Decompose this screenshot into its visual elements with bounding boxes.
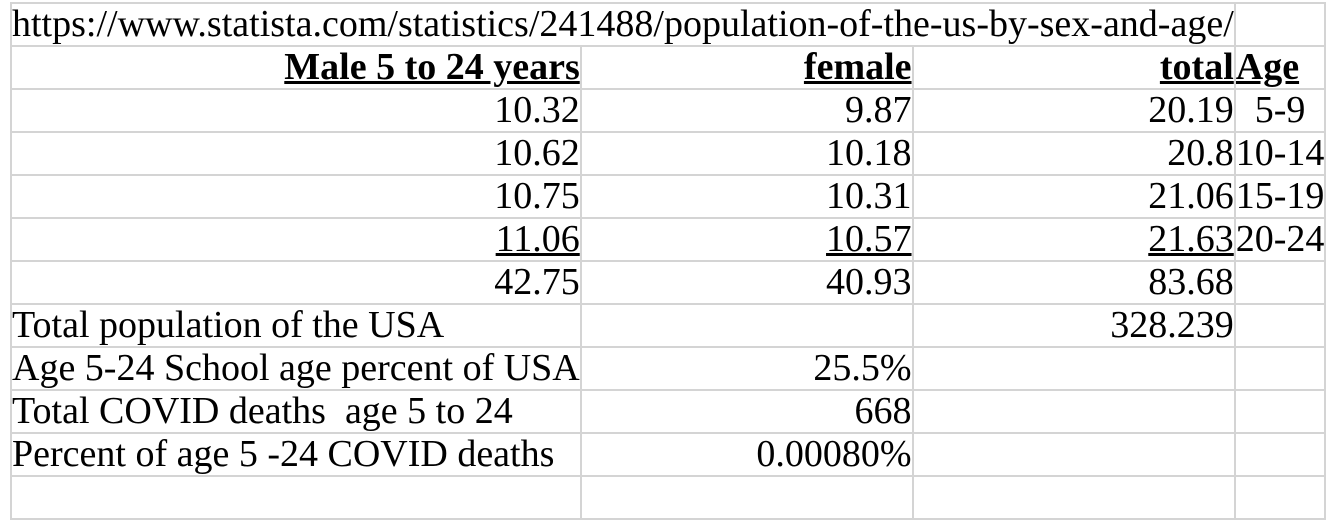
cell-age-5-9[interactable]: 5-9	[1233, 88, 1326, 133]
label-covid-death-percent[interactable]: Percent of age 5 -24 COVID deaths	[10, 432, 582, 477]
cell-summary-total-3[interactable]	[911, 432, 1236, 477]
value-covid-death-percent[interactable]: 0.00080%	[579, 432, 914, 477]
header-female[interactable]: female	[579, 45, 914, 90]
empty-cell[interactable]	[1233, 303, 1326, 348]
table-row-headers: Male 5 to 24 years female total Age	[10, 45, 1326, 90]
label-covid-deaths[interactable]: Total COVID deaths age 5 to 24	[10, 389, 582, 434]
empty-cell[interactable]	[1233, 260, 1326, 305]
cell-male-15-19[interactable]: 10.75	[10, 174, 582, 219]
header-male[interactable]: Male 5 to 24 years	[10, 45, 582, 90]
cell-total-sum[interactable]: 83.68	[911, 260, 1236, 305]
value-covid-deaths[interactable]: 668	[579, 389, 914, 434]
value-total-population[interactable]: 328.239	[911, 303, 1236, 348]
spreadsheet: https://www.statista.com/statistics/2414…	[10, 2, 1326, 520]
table-row-sums: 42.75 40.93 83.68	[10, 260, 1326, 305]
cell-age-20-24[interactable]: 20-24	[1233, 217, 1326, 262]
cell-age-10-14[interactable]: 10-14	[1233, 131, 1326, 176]
empty-cell[interactable]	[1233, 432, 1326, 477]
cell-female-15-19[interactable]: 10.31	[579, 174, 914, 219]
empty-cell[interactable]	[1233, 475, 1326, 520]
empty-cell[interactable]	[1233, 346, 1326, 391]
cell-summary-total-1[interactable]	[911, 346, 1236, 391]
table-row-empty	[10, 475, 1326, 520]
cell-male-sum[interactable]: 42.75	[10, 260, 582, 305]
cell-male-5-9[interactable]: 10.32	[10, 88, 582, 133]
table-row-url: https://www.statista.com/statistics/2414…	[10, 2, 1326, 47]
cell-female-20-24[interactable]: 10.57	[579, 217, 914, 262]
table-row-summary: Age 5-24 School age percent of USA 25.5%	[10, 346, 1326, 391]
table-row-summary: Total population of the USA 328.239	[10, 303, 1326, 348]
cell-total-10-14[interactable]: 20.8	[911, 131, 1236, 176]
empty-cell[interactable]	[10, 475, 582, 520]
cell-age-15-19[interactable]: 15-19	[1233, 174, 1326, 219]
table-row: 11.06 10.57 21.63 20-24	[10, 217, 1326, 262]
url-cell[interactable]: https://www.statista.com/statistics/2414…	[10, 2, 1236, 47]
header-total[interactable]: total	[911, 45, 1236, 90]
header-age[interactable]: Age	[1233, 45, 1326, 90]
cell-total-15-19[interactable]: 21.06	[911, 174, 1236, 219]
empty-cell[interactable]	[579, 475, 914, 520]
label-total-population[interactable]: Total population of the USA	[10, 303, 582, 348]
empty-cell[interactable]	[911, 475, 1236, 520]
label-school-age-percent[interactable]: Age 5-24 School age percent of USA	[10, 346, 582, 391]
population-table: https://www.statista.com/statistics/2414…	[10, 2, 1326, 520]
table-row-summary: Percent of age 5 -24 COVID deaths 0.0008…	[10, 432, 1326, 477]
cell-male-20-24[interactable]: 11.06	[10, 217, 582, 262]
cell-female-10-14[interactable]: 10.18	[579, 131, 914, 176]
cell-summary-female-0[interactable]	[579, 303, 914, 348]
table-row: 10.75 10.31 21.06 15-19	[10, 174, 1326, 219]
value-school-age-percent[interactable]: 25.5%	[579, 346, 914, 391]
table-row-summary: Total COVID deaths age 5 to 24 668	[10, 389, 1326, 434]
cell-female-5-9[interactable]: 9.87	[579, 88, 914, 133]
cell-summary-total-2[interactable]	[911, 389, 1236, 434]
cell-total-5-9[interactable]: 20.19	[911, 88, 1236, 133]
table-row: 10.32 9.87 20.19 5-9	[10, 88, 1326, 133]
cell-female-sum[interactable]: 40.93	[579, 260, 914, 305]
cell-male-10-14[interactable]: 10.62	[10, 131, 582, 176]
table-row: 10.62 10.18 20.8 10-14	[10, 131, 1326, 176]
cell-total-20-24[interactable]: 21.63	[911, 217, 1236, 262]
empty-cell[interactable]	[1233, 389, 1326, 434]
empty-cell[interactable]	[1233, 2, 1326, 47]
